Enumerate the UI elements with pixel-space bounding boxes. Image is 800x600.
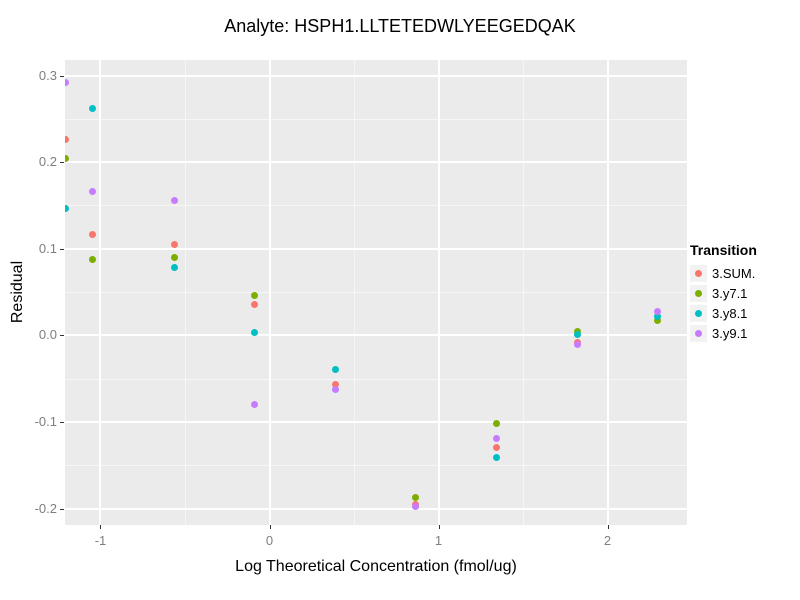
legend-point-swatch: [695, 330, 702, 337]
y-tick-mark: [60, 75, 64, 77]
data-point: [411, 503, 419, 511]
legend-items: 3.SUM. 3.y7.1 3.y8.1 3.y9.1: [690, 265, 757, 342]
data-point: [653, 312, 661, 320]
data-point: [493, 444, 501, 452]
major-gridline-vertical: [268, 60, 271, 525]
legend-item-label: 3.y7.1: [712, 286, 748, 301]
y-tick-label: 0.1: [38, 240, 57, 256]
data-point: [170, 196, 178, 204]
x-tick-mark: [607, 525, 609, 529]
legend-key: [690, 265, 707, 282]
data-point: [170, 264, 178, 272]
minor-gridline-horizontal: [65, 118, 687, 120]
y-tick-label: 0.2: [38, 154, 57, 170]
data-point: [493, 453, 501, 461]
x-tick-mark: [269, 525, 271, 529]
data-point: [65, 205, 70, 213]
major-gridline-vertical: [606, 60, 609, 525]
data-point: [170, 240, 178, 248]
major-gridline-vertical: [99, 60, 102, 525]
data-point: [251, 300, 259, 308]
data-point: [653, 317, 661, 325]
x-tick-mark: [100, 525, 102, 529]
data-point: [89, 188, 97, 196]
y-axis-title: Residual: [9, 260, 26, 324]
major-gridline-horizontal: [65, 161, 687, 164]
data-point: [573, 330, 581, 338]
data-point: [65, 136, 70, 144]
minor-gridline-horizontal: [65, 205, 687, 207]
major-gridline-vertical: [437, 60, 440, 525]
data-point: [251, 292, 259, 300]
data-point: [493, 434, 501, 442]
x-axis-title: Log Theoretical Concentration (fmol/ug): [235, 558, 517, 575]
y-tick-label: -0.1: [34, 413, 57, 429]
data-point: [89, 104, 97, 112]
legend-key: [690, 305, 707, 322]
legend-key: [690, 285, 707, 302]
legend-item-label: 3.y9.1: [712, 326, 748, 341]
major-gridline-horizontal: [65, 334, 687, 337]
x-tick-mark: [438, 525, 440, 529]
y-tick-mark: [60, 421, 64, 423]
legend-item-label: 3.SUM.: [712, 266, 756, 281]
data-point: [251, 401, 259, 409]
data-point: [411, 493, 419, 501]
legend-title: Transition: [690, 242, 757, 258]
plot-panel: [65, 60, 687, 525]
legend-key: [690, 325, 707, 342]
data-point: [89, 255, 97, 263]
data-point: [65, 155, 70, 163]
data-point: [332, 381, 340, 389]
major-gridline-horizontal: [65, 74, 687, 77]
data-point: [332, 365, 340, 373]
minor-gridline-horizontal: [65, 292, 687, 294]
minor-gridline-horizontal: [65, 465, 687, 467]
data-point: [493, 420, 501, 428]
legend-item-label: 3.y8.1: [712, 306, 748, 321]
data-point: [89, 230, 97, 238]
y-tick-label: -0.2: [34, 500, 57, 516]
legend: Transition 3.SUM. 3.y7.1 3.y8.1 3.y9.1: [690, 242, 757, 345]
legend-point-swatch: [695, 290, 702, 297]
x-tick-label: 2: [603, 533, 612, 548]
y-tick-mark: [60, 162, 64, 164]
legend-item: 3.y7.1: [690, 285, 757, 302]
legend-item: 3.y9.1: [690, 325, 757, 342]
data-point: [332, 386, 340, 394]
x-tick-label: -1: [94, 533, 107, 548]
y-tick-label: 0.0: [38, 327, 57, 343]
x-tick-label: 0: [265, 533, 274, 548]
y-tick-mark: [60, 508, 64, 510]
x-tick-label: 1: [434, 533, 443, 548]
data-point: [653, 308, 661, 316]
minor-gridline-horizontal: [65, 378, 687, 380]
legend-point-swatch: [695, 310, 702, 317]
data-point: [573, 341, 581, 349]
legend-point-swatch: [695, 270, 702, 277]
major-gridline-horizontal: [65, 247, 687, 250]
y-tick-mark: [60, 248, 64, 250]
plot-title: Analyte: HSPH1.LLTETEDWLYEEGEDQAK: [224, 16, 576, 36]
major-gridline-horizontal: [65, 420, 687, 423]
data-point: [65, 79, 70, 86]
y-tick-mark: [60, 335, 64, 337]
legend-item: 3.y8.1: [690, 305, 757, 322]
legend-item: 3.SUM.: [690, 265, 757, 282]
data-point: [170, 253, 178, 261]
data-point: [251, 329, 259, 337]
major-gridline-horizontal: [65, 507, 687, 510]
y-tick-label: 0.3: [38, 67, 57, 83]
